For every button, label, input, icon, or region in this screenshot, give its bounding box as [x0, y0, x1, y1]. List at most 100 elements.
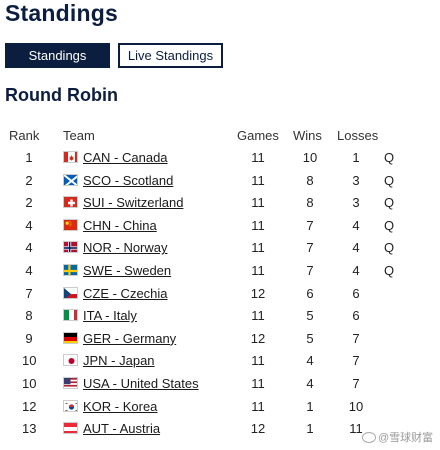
wins-cell: 8 [306, 172, 314, 188]
team-link[interactable]: NOR - Norway [83, 240, 168, 256]
table-row: 4 NOR - Norway 11 7 4 Q [0, 236, 440, 259]
rank-cell: 2 [25, 172, 33, 188]
standings-table: 1 CAN - Canada 11 10 1 Q 2 SCO - Scotland 11 8 3 Q 2… [0, 146, 440, 440]
team-link[interactable]: GER - Germany [83, 330, 177, 346]
qualified-marker: Q [384, 172, 395, 188]
rank-cell: 2 [25, 195, 33, 211]
flag-korea-icon [63, 399, 78, 412]
wins-cell: 1 [306, 421, 314, 437]
rank-cell: 10 [22, 375, 37, 391]
column-header-losses: Losses [337, 128, 379, 143]
losses-cell: 6 [352, 285, 360, 301]
games-cell: 12 [250, 285, 266, 301]
table-row: 2 SCO - Scotland 11 8 3 Q [0, 169, 440, 192]
team-link[interactable]: SUI - Switzerland [83, 195, 184, 211]
wins-cell: 5 [306, 330, 314, 346]
games-cell: 12 [250, 421, 266, 437]
team-link[interactable]: SCO - Scotland [83, 172, 174, 188]
team-link[interactable]: JPN - Japan [83, 353, 155, 369]
team-link[interactable]: CZE - Czechia [83, 285, 168, 301]
table-row: 13 AUT - Austria 12 1 11 [0, 417, 440, 440]
column-header-wins: Wins [293, 128, 322, 143]
flag-norway-icon [63, 241, 78, 254]
flag-austria-icon [63, 422, 78, 435]
qualified-marker: Q [384, 262, 395, 278]
table-row: 2 SUI - Switzerland 11 8 3 Q [0, 191, 440, 214]
losses-cell: 10 [348, 398, 364, 414]
table-row: 4 SWE - Sweden 11 7 4 Q [0, 259, 440, 282]
table-row: 10 USA - United States 11 4 7 [0, 372, 440, 395]
rank-cell: 4 [25, 217, 33, 233]
losses-cell: 7 [352, 353, 360, 369]
page-title: Standings [5, 0, 118, 26]
qualified-marker: Q [384, 195, 395, 211]
flag-japan-icon [63, 354, 78, 367]
flag-usa-icon [63, 376, 78, 389]
wins-cell: 7 [306, 240, 314, 256]
flag-germany-icon [63, 331, 78, 344]
column-header-games: Games [237, 128, 279, 143]
team-link[interactable]: ITA - Italy [83, 308, 137, 324]
rank-cell: 12 [22, 398, 37, 414]
wins-cell: 6 [306, 285, 314, 301]
rank-cell: 8 [25, 308, 33, 324]
table-row: 1 CAN - Canada 11 10 1 Q [0, 146, 440, 169]
section-title: Round Robin [5, 85, 118, 105]
losses-cell: 7 [352, 375, 360, 391]
team-link[interactable]: SWE - Sweden [83, 262, 172, 278]
games-cell: 11 [251, 398, 265, 414]
losses-cell: 4 [352, 262, 360, 278]
table-row: 8 ITA - Italy 11 5 6 [0, 304, 440, 327]
qualified-marker: Q [384, 150, 395, 165]
team-link[interactable]: AUT - Austria [83, 421, 161, 437]
wins-cell: 7 [306, 262, 314, 278]
column-header-rank: Rank [9, 128, 40, 143]
losses-cell: 6 [352, 308, 360, 324]
flag-czechia-icon [63, 286, 78, 299]
losses-cell: 11 [349, 421, 363, 437]
losses-cell: 4 [352, 240, 360, 256]
rank-cell: 9 [25, 330, 33, 346]
games-cell: 11 [251, 308, 265, 324]
rank-cell: 4 [25, 240, 33, 256]
losses-cell: 4 [352, 217, 360, 233]
losses-cell: 7 [352, 330, 360, 346]
tab-live-standings[interactable]: Live Standings [118, 43, 223, 68]
games-cell: 11 [251, 375, 265, 391]
wins-cell: 1 [306, 398, 314, 414]
games-cell: 12 [250, 330, 266, 346]
tab-standings[interactable]: Standings [5, 43, 110, 68]
games-cell: 11 [251, 195, 265, 211]
rank-cell: 4 [25, 262, 33, 278]
qualified-marker: Q [384, 217, 395, 233]
losses-cell: 3 [352, 195, 360, 211]
wins-cell: 10 [302, 150, 318, 165]
rank-cell: 10 [22, 353, 37, 369]
games-cell: 11 [251, 353, 265, 369]
qualified-marker: Q [384, 240, 395, 256]
games-cell: 11 [251, 172, 265, 188]
games-cell: 11 [251, 217, 265, 233]
rank-cell: 13 [22, 421, 37, 437]
losses-cell: 3 [352, 172, 360, 188]
games-cell: 11 [251, 240, 265, 256]
flag-canada-icon [63, 151, 78, 163]
games-cell: 11 [251, 262, 265, 278]
team-link[interactable]: CHN - China [83, 217, 157, 233]
table-row: 7 CZE - Czechia 12 6 6 [0, 282, 440, 305]
wins-cell: 5 [306, 308, 314, 324]
wins-cell: 8 [306, 195, 314, 211]
flag-china-icon [63, 218, 78, 231]
team-link[interactable]: CAN - Canada [83, 150, 168, 165]
team-link[interactable]: USA - United States [83, 375, 199, 391]
watermark-text: @雪球财富 [378, 432, 434, 444]
flag-sweden-icon [63, 263, 78, 276]
team-link[interactable]: KOR - Korea [83, 398, 158, 414]
games-cell: 11 [251, 150, 265, 165]
wins-cell: 4 [306, 353, 314, 369]
tab-bar: Standings Live Standings [5, 43, 223, 68]
watermark-logo-icon [362, 431, 376, 443]
table-row: 12 KOR - Korea 11 1 10 [0, 395, 440, 418]
losses-cell: 1 [352, 150, 360, 165]
table-row: 4 CHN - China 11 7 4 Q [0, 214, 440, 237]
